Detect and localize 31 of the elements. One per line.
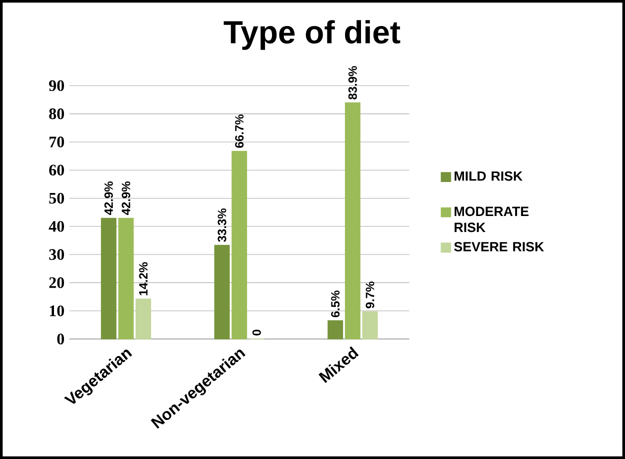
y-tick-label: 80	[49, 108, 64, 120]
y-tick-label: 40	[48, 220, 64, 232]
data-label: 9.7%	[366, 282, 374, 308]
bar	[232, 150, 248, 340]
data-label: 42.9%	[104, 181, 113, 215]
y-tick-label: 70	[50, 136, 64, 148]
y-tick-label: 0	[57, 334, 64, 344]
data-label: 66.7%	[235, 114, 244, 148]
data-label: 6.5%	[331, 290, 340, 318]
y-tick-label: 90	[49, 80, 64, 92]
bar	[136, 298, 152, 340]
data-label: 83.9%	[348, 66, 357, 100]
y-tick-label: 60	[49, 164, 64, 176]
data-label: 0	[252, 330, 261, 336]
bar	[214, 244, 230, 340]
bar	[344, 102, 360, 340]
bar	[118, 218, 134, 340]
bar	[100, 218, 116, 340]
bar	[362, 311, 378, 340]
legend-label: MODERATE RISK	[454, 206, 529, 232]
data-label: 14.2%	[139, 262, 148, 296]
chart-title: Type of diet	[224, 20, 400, 50]
y-tick-label: 20	[49, 277, 64, 288]
y-tick-label: 50	[49, 192, 64, 204]
y-tick-label: 30	[49, 249, 64, 260]
y-tick-label: 10	[50, 305, 64, 316]
data-label: 42.9%	[122, 181, 130, 215]
bar	[328, 320, 344, 340]
data-label: 33.3%	[218, 208, 226, 242]
legend-label: SEVERE RISK	[454, 242, 544, 252]
legend-label: MILD RISK	[454, 171, 523, 181]
